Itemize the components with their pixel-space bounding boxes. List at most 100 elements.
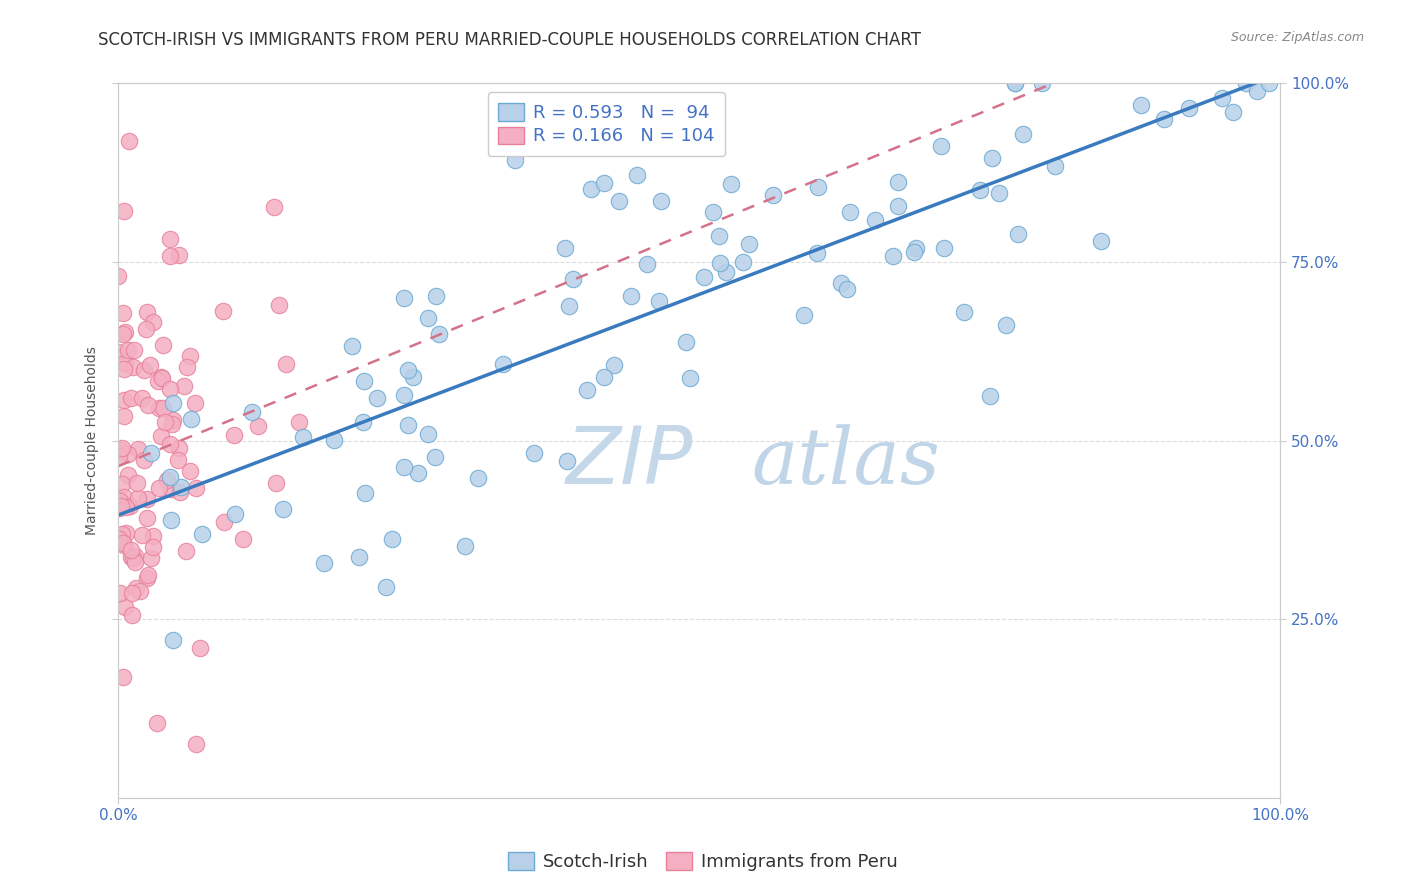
Point	[127, 442, 149, 457]
Point	[929, 138, 952, 153]
Point	[416, 310, 439, 325]
Point	[112, 305, 135, 319]
Point	[146, 715, 169, 730]
Point	[1090, 235, 1112, 249]
Point	[1178, 101, 1201, 115]
Point	[162, 412, 184, 426]
Point	[626, 168, 648, 182]
Point	[117, 447, 139, 461]
Legend: R = 0.593   N =  94, R = 0.166   N = 104: R = 0.593 N = 94, R = 0.166 N = 104	[488, 93, 725, 156]
Point	[418, 426, 440, 441]
Point	[180, 412, 202, 426]
Point	[122, 360, 145, 375]
Point	[136, 398, 159, 412]
Text: SCOTCH-IRISH VS IMMIGRANTS FROM PERU MARRIED-COUPLE HOUSEHOLDS CORRELATION CHART: SCOTCH-IRISH VS IMMIGRANTS FROM PERU MAR…	[98, 31, 921, 49]
Point	[114, 525, 136, 540]
Point	[602, 358, 624, 372]
Point	[115, 500, 138, 515]
Point	[212, 516, 235, 530]
Point	[454, 539, 477, 553]
Point	[903, 245, 925, 260]
Point	[709, 255, 731, 269]
Point	[1004, 77, 1026, 91]
Point	[108, 449, 131, 463]
Point	[124, 582, 146, 596]
Point	[620, 289, 643, 303]
Point	[135, 322, 157, 336]
Point	[264, 476, 287, 491]
Point	[159, 382, 181, 396]
Point	[886, 175, 908, 189]
Point	[139, 551, 162, 566]
Point	[111, 527, 134, 541]
Point	[176, 360, 198, 375]
Point	[720, 177, 742, 191]
Point	[402, 370, 425, 384]
Point	[425, 289, 447, 303]
Point	[160, 482, 183, 496]
Point	[994, 318, 1017, 333]
Point	[267, 298, 290, 312]
Point	[979, 389, 1001, 403]
Point	[170, 480, 193, 494]
Point	[150, 370, 173, 384]
Point	[980, 152, 1002, 166]
Point	[191, 527, 214, 541]
Point	[124, 549, 146, 563]
Point	[835, 282, 858, 296]
Point	[188, 641, 211, 656]
Point	[169, 485, 191, 500]
Point	[136, 567, 159, 582]
Point	[1004, 77, 1026, 91]
Y-axis label: Married-couple Households: Married-couple Households	[86, 346, 100, 535]
Point	[988, 186, 1011, 201]
Point	[427, 327, 450, 342]
Point	[263, 200, 285, 214]
Point	[159, 513, 181, 527]
Point	[149, 370, 172, 384]
Point	[322, 434, 344, 448]
Point	[174, 544, 197, 558]
Point	[156, 473, 179, 487]
Point	[576, 383, 599, 397]
Point	[112, 538, 135, 552]
Point	[1246, 84, 1268, 98]
Point	[793, 308, 815, 322]
Point	[762, 187, 785, 202]
Point	[392, 459, 415, 474]
Point	[166, 452, 188, 467]
Point	[503, 153, 526, 167]
Point	[132, 362, 155, 376]
Point	[492, 357, 515, 371]
Point	[593, 176, 616, 190]
Point	[561, 271, 583, 285]
Point	[905, 241, 928, 255]
Point	[121, 586, 143, 600]
Point	[381, 532, 404, 546]
Point	[136, 304, 159, 318]
Point	[731, 254, 754, 268]
Point	[167, 441, 190, 455]
Point	[159, 232, 181, 246]
Point	[112, 361, 135, 376]
Point	[240, 405, 263, 419]
Point	[636, 257, 658, 271]
Point	[650, 194, 672, 208]
Point	[184, 396, 207, 410]
Text: Source: ZipAtlas.com: Source: ZipAtlas.com	[1230, 31, 1364, 45]
Point	[118, 500, 141, 514]
Point	[111, 536, 134, 550]
Point	[222, 428, 245, 442]
Point	[110, 500, 132, 514]
Point	[127, 491, 149, 505]
Point	[375, 580, 398, 594]
Point	[882, 249, 904, 263]
Point	[271, 501, 294, 516]
Point	[112, 203, 135, 218]
Point	[152, 401, 174, 415]
Point	[117, 468, 139, 483]
Point	[394, 291, 416, 305]
Point	[714, 265, 737, 279]
Point	[152, 338, 174, 352]
Point	[675, 335, 697, 350]
